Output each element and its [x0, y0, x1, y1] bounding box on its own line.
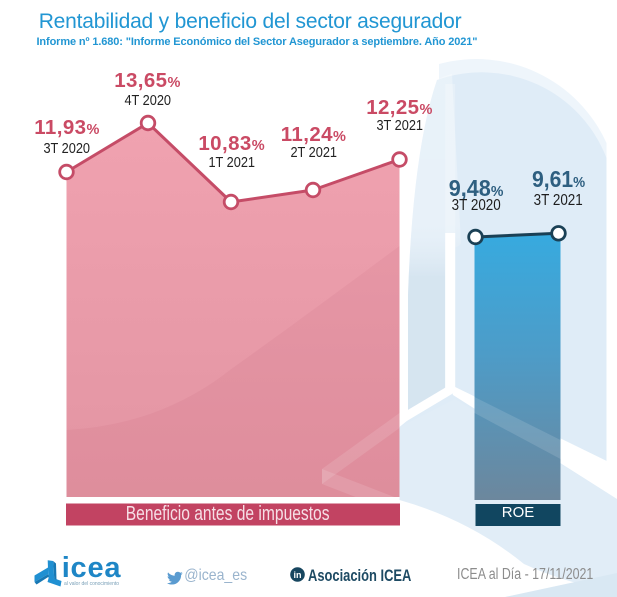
svg-text:in: in — [294, 570, 302, 580]
